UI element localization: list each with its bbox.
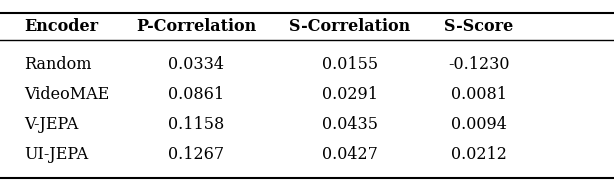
Text: S-Correlation: S-Correlation <box>289 18 411 35</box>
Text: Encoder: Encoder <box>25 18 99 35</box>
Text: -0.1230: -0.1230 <box>448 56 510 73</box>
Text: 0.0155: 0.0155 <box>322 56 378 73</box>
Text: 0.0334: 0.0334 <box>168 56 225 73</box>
Text: 0.0435: 0.0435 <box>322 116 378 133</box>
Text: 0.0212: 0.0212 <box>451 146 507 163</box>
Text: Random: Random <box>25 56 92 73</box>
Text: UI-JEPA: UI-JEPA <box>25 146 88 163</box>
Text: P-Correlation: P-Correlation <box>136 18 257 35</box>
Text: 0.1267: 0.1267 <box>168 146 225 163</box>
Text: 0.0094: 0.0094 <box>451 116 507 133</box>
Text: S-Score: S-Score <box>445 18 513 35</box>
Text: 0.0861: 0.0861 <box>168 86 225 103</box>
Text: V-JEPA: V-JEPA <box>25 116 79 133</box>
Text: 0.0427: 0.0427 <box>322 146 378 163</box>
Text: 0.0291: 0.0291 <box>322 86 378 103</box>
Text: 0.1158: 0.1158 <box>168 116 225 133</box>
Text: VideoMAE: VideoMAE <box>25 86 110 103</box>
Text: 0.0081: 0.0081 <box>451 86 507 103</box>
